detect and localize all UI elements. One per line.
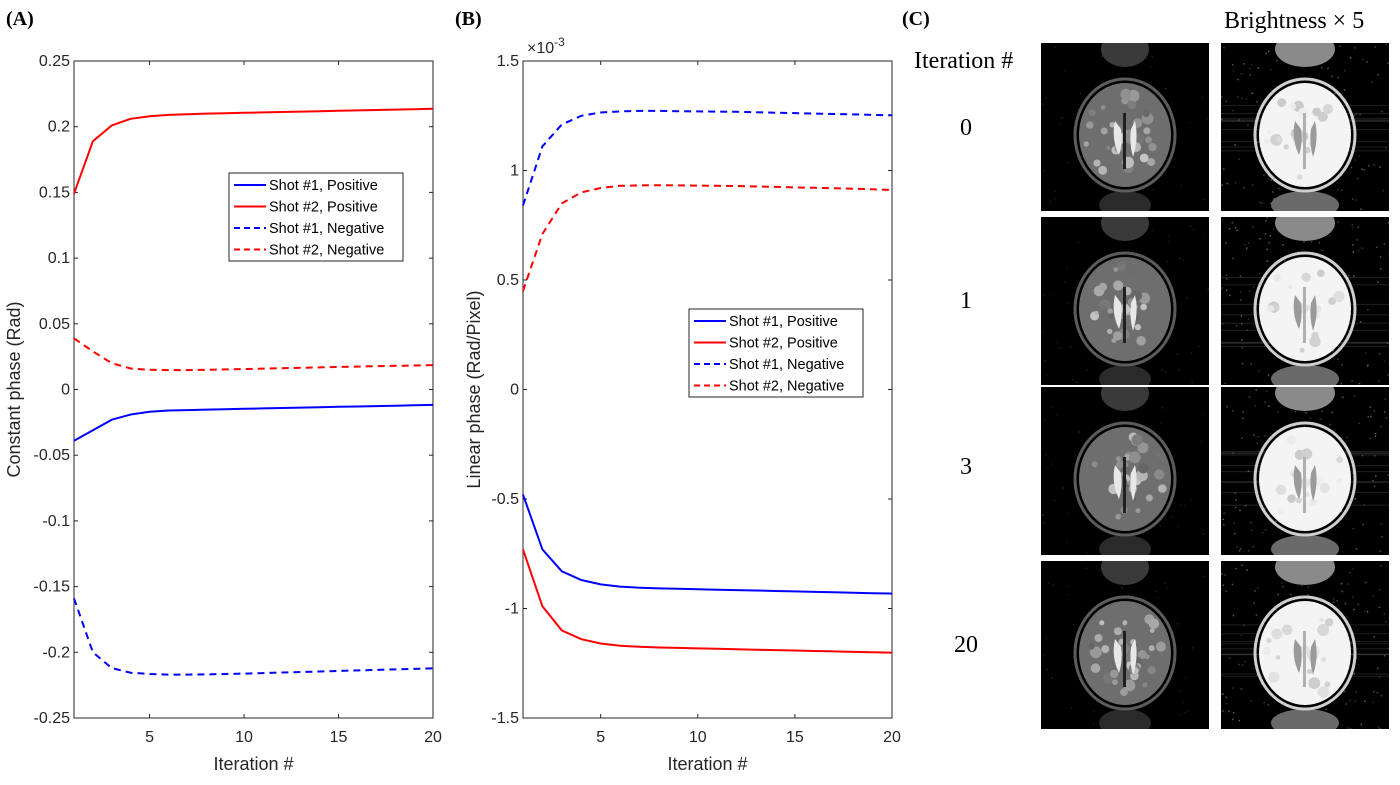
x-tick-label: 10 [235,729,253,746]
y-tick-label: 1 [510,163,519,180]
legend-label-4: Shot #2, Negative [729,379,844,395]
iteration-label-20: 20 [954,632,978,658]
legend-box [688,308,864,398]
mri-drawing [1042,217,1209,385]
iteration-label-1: 1 [960,288,972,314]
series-line-4 [73,337,434,372]
series-line-3 [73,598,434,676]
legend: Shot #1, Positive Shot #2, Positive Shot #… [688,308,864,398]
x-tick-label: 5 [596,729,605,746]
x-tick-label: 5 [145,729,154,746]
y-tick-label: -1.5 [491,710,519,727]
mri-drawing [1042,387,1205,555]
x-tick-label: 10 [689,729,707,746]
mri-image [1041,43,1209,211]
y-axis-label: Constant phase (Rad) [4,301,24,477]
series-line-1 [73,403,434,442]
plot-area-frame [73,60,434,719]
y-tick-label: -0.2 [42,644,70,661]
mri-image [1041,561,1209,729]
mri-image [1041,217,1209,385]
y-tick-label: -0.15 [34,579,71,596]
y-tick-label: 0.05 [39,316,70,333]
legend-label-1: Shot #1, Positive [729,314,838,330]
series-line-1 [522,494,893,595]
iteration-header: Iteration # [914,48,1014,74]
chart-b: 1.5 1 0.5 0 -0.5 -1 -1.5 5 10 15 20 Iteration # Line… [464,35,901,774]
series-line-3 [522,109,893,206]
y-tick-label: 0 [61,382,70,399]
x-axis-label: Iteration # [667,754,747,774]
iteration-label-3: 3 [960,454,972,480]
line-charts: 0.25 0.2 0.15 0.1 0.05 0 -0.05 -0.1 -0.15 -0.2 -0.… [4,35,901,774]
y-tick-label: -0.25 [34,710,71,727]
y-tick-label: -0.1 [42,513,70,530]
legend-box [228,172,404,262]
y-axis-label: Linear phase (Rad/Pixel) [464,290,484,488]
mri-image-bright [1221,43,1389,211]
mri-drawing [1042,561,1206,729]
x-tick-label: 15 [330,729,348,746]
y-exponent-label: ×10-3 [527,35,565,57]
y-tick-label: 0 [510,382,519,399]
legend: Shot #1, Positive Shot #2, Positive Shot #… [228,172,404,262]
legend-label-4: Shot #2, Negative [269,243,384,259]
y-tick-label: 0.1 [48,250,70,267]
legend-label-2: Shot #2, Positive [729,336,838,352]
y-tick-label: -1 [505,601,519,618]
y-tick-label: 1.5 [497,53,519,70]
panel-label-c: (C) [902,8,930,30]
x-tick-label: 15 [786,729,804,746]
y-tick-label: -0.5 [491,491,519,508]
brightness-label: Brightness × 5 [1224,8,1365,34]
y-tick-label: 0.25 [39,53,70,70]
mri-image-bright [1221,387,1389,555]
legend-label-1: Shot #1, Positive [269,178,378,194]
panel-label-a: (A) [6,8,34,30]
mri-image-bright [1221,217,1389,385]
x-tick-label: 20 [424,729,442,746]
legend-label-3: Shot #1, Negative [729,357,844,373]
iteration-label-0: 0 [960,115,972,141]
y-tick-label: 0.5 [497,272,519,289]
y-tick-label: -0.05 [34,447,71,464]
y-exponent-power: -3 [554,35,565,49]
chart-a: 0.25 0.2 0.15 0.1 0.05 0 -0.05 -0.1 -0.15 -0.2 -0.… [4,53,442,774]
series-line-2 [522,549,893,654]
x-axis-label: Iteration # [213,754,293,774]
mri-drawing [1221,387,1389,555]
mri-drawing [1042,43,1209,211]
x-tick-label: 20 [883,729,901,746]
y-tick-label: 0.2 [48,119,70,136]
series-line-2 [73,107,434,195]
mri-image-bright [1221,561,1389,729]
mri-image [1041,387,1209,555]
y-tick-label: 0.15 [39,184,70,201]
mri-drawing [1221,43,1389,211]
series-line-4 [522,184,893,292]
legend-label-2: Shot #2, Positive [269,200,378,216]
legend-label-3: Shot #1, Negative [269,221,384,237]
mri-drawing [1221,217,1389,385]
panel-label-b: (B) [455,8,482,30]
mri-drawing [1221,561,1389,729]
